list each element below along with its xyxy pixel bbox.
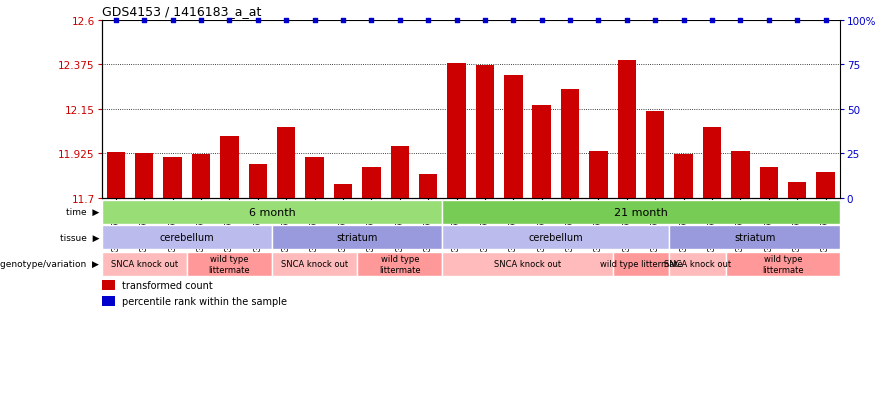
Point xyxy=(620,17,634,24)
Point xyxy=(648,17,662,24)
Bar xyxy=(447,64,466,198)
Bar xyxy=(248,165,267,198)
Bar xyxy=(618,61,636,198)
Point xyxy=(478,17,492,24)
Point xyxy=(819,17,833,24)
Bar xyxy=(391,147,409,198)
Bar xyxy=(703,127,721,198)
Bar xyxy=(102,280,115,290)
Point xyxy=(137,17,151,24)
FancyBboxPatch shape xyxy=(669,252,727,276)
Text: SNCA knock out: SNCA knock out xyxy=(281,260,348,269)
Point xyxy=(109,17,123,24)
Bar xyxy=(277,127,295,198)
Bar xyxy=(590,152,607,198)
Text: SNCA knock out: SNCA knock out xyxy=(494,260,561,269)
Point xyxy=(421,17,435,24)
FancyBboxPatch shape xyxy=(613,252,669,276)
Point xyxy=(790,17,804,24)
Point xyxy=(705,17,719,24)
Text: wild type
littermate: wild type littermate xyxy=(379,255,421,274)
Point xyxy=(449,17,463,24)
Text: striatum: striatum xyxy=(337,233,377,243)
Bar xyxy=(135,154,154,198)
FancyBboxPatch shape xyxy=(357,252,442,276)
FancyBboxPatch shape xyxy=(102,200,442,224)
Point xyxy=(734,17,748,24)
Point xyxy=(279,17,293,24)
Point xyxy=(507,17,521,24)
Point xyxy=(364,17,378,24)
FancyBboxPatch shape xyxy=(187,252,272,276)
Bar xyxy=(305,158,324,198)
FancyBboxPatch shape xyxy=(442,226,669,250)
Text: 21 month: 21 month xyxy=(614,207,668,217)
Text: wild type
littermate: wild type littermate xyxy=(762,255,804,274)
FancyBboxPatch shape xyxy=(442,252,613,276)
Point xyxy=(251,17,265,24)
Point xyxy=(194,17,208,24)
Text: percentile rank within the sample: percentile rank within the sample xyxy=(122,296,287,306)
Bar xyxy=(362,168,381,198)
Point xyxy=(591,17,606,24)
Bar xyxy=(532,105,551,198)
Text: SNCA knock out: SNCA knock out xyxy=(110,260,178,269)
Text: time  ▶: time ▶ xyxy=(65,208,99,217)
FancyBboxPatch shape xyxy=(272,226,442,250)
Bar xyxy=(419,175,438,198)
Text: cerebellum: cerebellum xyxy=(529,233,583,243)
Point xyxy=(392,17,407,24)
Bar xyxy=(220,137,239,198)
Bar xyxy=(560,90,579,198)
FancyBboxPatch shape xyxy=(442,200,840,224)
Point xyxy=(535,17,549,24)
Bar xyxy=(817,173,834,198)
Bar xyxy=(192,155,210,198)
Text: wild type littermate: wild type littermate xyxy=(599,260,682,269)
Point xyxy=(165,17,179,24)
FancyBboxPatch shape xyxy=(272,252,357,276)
Bar xyxy=(334,185,352,198)
Bar xyxy=(504,76,522,198)
Point xyxy=(336,17,350,24)
Text: genotype/variation  ▶: genotype/variation ▶ xyxy=(0,260,99,269)
Text: 6 month: 6 month xyxy=(248,207,295,217)
Bar xyxy=(102,296,115,306)
Point xyxy=(762,17,776,24)
Text: tissue  ▶: tissue ▶ xyxy=(59,233,99,242)
FancyBboxPatch shape xyxy=(102,252,187,276)
Bar xyxy=(788,183,806,198)
Bar xyxy=(759,168,778,198)
Text: cerebellum: cerebellum xyxy=(159,233,214,243)
Bar xyxy=(164,158,182,198)
FancyBboxPatch shape xyxy=(727,252,840,276)
Point xyxy=(223,17,237,24)
Point xyxy=(308,17,322,24)
FancyBboxPatch shape xyxy=(669,226,840,250)
Text: wild type
littermate: wild type littermate xyxy=(209,255,250,274)
Point xyxy=(676,17,690,24)
Bar xyxy=(646,112,665,198)
Bar xyxy=(476,66,494,198)
Bar xyxy=(674,155,693,198)
Text: striatum: striatum xyxy=(734,233,775,243)
Point xyxy=(563,17,577,24)
Bar xyxy=(107,153,125,198)
FancyBboxPatch shape xyxy=(102,226,272,250)
Text: transformed count: transformed count xyxy=(122,280,213,290)
Text: SNCA knock out: SNCA knock out xyxy=(664,260,731,269)
Bar xyxy=(731,152,750,198)
Text: GDS4153 / 1416183_a_at: GDS4153 / 1416183_a_at xyxy=(102,5,261,18)
